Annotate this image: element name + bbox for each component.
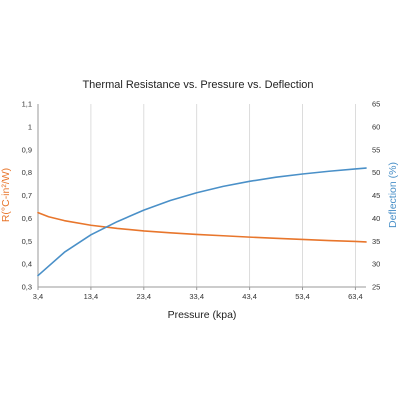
y-left-tick-label: 0,3 [22, 283, 32, 292]
y-left-tick-label: 0,7 [22, 191, 32, 200]
axis-layer [37, 104, 366, 288]
y-right-tick-label: 30 [372, 260, 380, 269]
thermal-resistance-series-line [37, 211, 367, 243]
y-left-tick-label: 0,9 [22, 145, 32, 154]
tick-layer: 3,4 13,4 23,4 33,4 43,4 53,4 63,4 0,3 0,4 0,5 0,6 0… [22, 100, 381, 302]
x-tick-label: 53,4 [295, 292, 310, 301]
y-right-tick-label: 45 [372, 191, 380, 200]
y-left-tick-label: 0,5 [22, 237, 32, 246]
x-tick-label: 33,4 [189, 292, 204, 301]
x-axis-label: Pressure (kpa) [168, 309, 237, 321]
series-layer [37, 167, 367, 277]
y-right-tick-label: 60 [372, 122, 380, 131]
chart-title: Thermal Resistance vs. Pressure vs. Defl… [82, 79, 313, 91]
y-right-tick-label: 55 [372, 145, 380, 154]
y-left-tick-label: 0,4 [22, 260, 32, 269]
x-tick-label: 13,4 [84, 292, 99, 301]
y-right-tick-label: 65 [372, 100, 380, 109]
y-left-tick-label: 1 [28, 122, 32, 131]
y-right-tick-label: 25 [372, 283, 380, 292]
y-axis-left-label: R(°C-in²/W) [0, 168, 12, 222]
y-left-tick-label: 0,6 [22, 214, 32, 223]
x-tick-label: 43,4 [242, 292, 257, 301]
x-tick-label: 63,4 [348, 292, 363, 301]
y-left-tick-label: 1,1 [22, 100, 32, 109]
y-right-tick-label: 50 [372, 168, 380, 177]
x-tick-label: 23,4 [137, 292, 152, 301]
y-left-tick-label: 0,8 [22, 168, 32, 177]
y-right-tick-label: 40 [372, 214, 380, 223]
deflection-series-line [37, 167, 367, 277]
grid-layer [90, 104, 356, 287]
x-tick-label: 3,4 [33, 292, 43, 301]
y-axis-right-label: Deflection (%) [387, 162, 399, 228]
y-right-tick-label: 35 [372, 237, 380, 246]
